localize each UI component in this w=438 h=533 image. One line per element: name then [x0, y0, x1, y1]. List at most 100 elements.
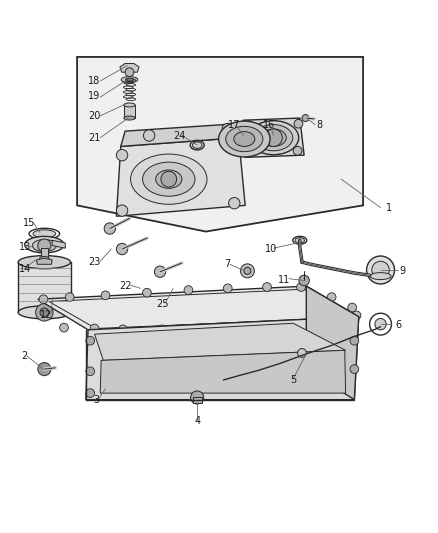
Circle shape	[86, 336, 95, 345]
Text: 22: 22	[119, 281, 131, 291]
Polygon shape	[117, 138, 245, 216]
Circle shape	[327, 293, 336, 302]
Bar	[41, 248, 48, 259]
Text: 20: 20	[88, 111, 101, 121]
Ellipse shape	[32, 239, 57, 252]
Circle shape	[229, 141, 240, 152]
Circle shape	[337, 318, 346, 326]
Polygon shape	[36, 258, 52, 264]
Circle shape	[294, 119, 303, 128]
Bar	[193, 398, 201, 403]
Ellipse shape	[18, 256, 71, 269]
Circle shape	[38, 239, 51, 252]
Text: 13: 13	[18, 242, 31, 252]
Circle shape	[352, 311, 361, 320]
Text: 6: 6	[395, 320, 401, 330]
Circle shape	[184, 286, 193, 294]
Ellipse shape	[234, 132, 255, 147]
Text: 8: 8	[316, 119, 322, 130]
Circle shape	[293, 147, 302, 155]
Circle shape	[350, 336, 359, 345]
Text: 25: 25	[156, 298, 169, 309]
Ellipse shape	[295, 238, 304, 243]
Circle shape	[144, 130, 155, 141]
Text: 21: 21	[88, 133, 101, 143]
Circle shape	[117, 205, 128, 216]
Text: 4: 4	[194, 416, 200, 426]
Circle shape	[143, 288, 151, 297]
Text: 18: 18	[88, 76, 101, 86]
Ellipse shape	[33, 230, 56, 238]
Circle shape	[350, 365, 359, 374]
Circle shape	[117, 149, 128, 161]
Ellipse shape	[370, 272, 391, 280]
Polygon shape	[243, 118, 304, 157]
Text: 16: 16	[263, 119, 276, 130]
Polygon shape	[86, 317, 359, 400]
Circle shape	[372, 261, 389, 279]
Circle shape	[35, 304, 53, 321]
Ellipse shape	[131, 154, 207, 204]
Circle shape	[104, 223, 116, 234]
Circle shape	[367, 256, 395, 284]
Text: 3: 3	[94, 394, 100, 405]
Text: 23: 23	[88, 257, 101, 267]
Text: 10: 10	[265, 244, 278, 254]
Polygon shape	[77, 57, 363, 231]
Ellipse shape	[121, 77, 138, 83]
Ellipse shape	[143, 162, 195, 196]
Ellipse shape	[39, 256, 49, 261]
Circle shape	[299, 275, 309, 286]
Polygon shape	[120, 63, 139, 72]
Ellipse shape	[219, 121, 270, 157]
Circle shape	[302, 115, 309, 122]
Circle shape	[39, 295, 48, 304]
Text: 2: 2	[21, 351, 28, 361]
Text: 9: 9	[399, 266, 406, 276]
Ellipse shape	[126, 78, 134, 81]
Circle shape	[154, 266, 166, 277]
Ellipse shape	[155, 170, 182, 188]
Circle shape	[223, 284, 232, 293]
Circle shape	[276, 322, 285, 331]
Circle shape	[297, 349, 306, 357]
Circle shape	[191, 391, 204, 404]
Polygon shape	[100, 350, 346, 393]
Ellipse shape	[248, 120, 299, 155]
Circle shape	[86, 367, 95, 376]
Circle shape	[244, 120, 252, 129]
Circle shape	[229, 198, 240, 209]
Circle shape	[311, 321, 319, 330]
Polygon shape	[38, 286, 359, 330]
Ellipse shape	[192, 142, 202, 148]
Text: 17: 17	[228, 119, 240, 130]
Circle shape	[244, 268, 251, 274]
Circle shape	[237, 324, 245, 333]
Ellipse shape	[261, 129, 286, 147]
Text: 11: 11	[279, 274, 291, 285]
Circle shape	[197, 324, 206, 333]
Bar	[124, 105, 135, 118]
Polygon shape	[121, 123, 243, 147]
Text: 5: 5	[290, 375, 297, 385]
Ellipse shape	[124, 103, 135, 107]
Circle shape	[125, 68, 134, 77]
Circle shape	[86, 389, 95, 398]
Ellipse shape	[254, 125, 293, 151]
Polygon shape	[306, 286, 359, 400]
Circle shape	[117, 244, 128, 255]
Circle shape	[60, 323, 68, 332]
Text: 1: 1	[386, 203, 392, 213]
Circle shape	[40, 308, 49, 317]
Circle shape	[240, 264, 254, 278]
Circle shape	[161, 171, 177, 187]
Circle shape	[158, 325, 166, 334]
Ellipse shape	[18, 306, 71, 319]
Circle shape	[222, 123, 233, 135]
Circle shape	[375, 318, 386, 330]
Circle shape	[265, 129, 283, 147]
Circle shape	[65, 293, 74, 302]
Circle shape	[119, 325, 127, 334]
Polygon shape	[52, 240, 65, 248]
Text: 14: 14	[18, 264, 31, 273]
